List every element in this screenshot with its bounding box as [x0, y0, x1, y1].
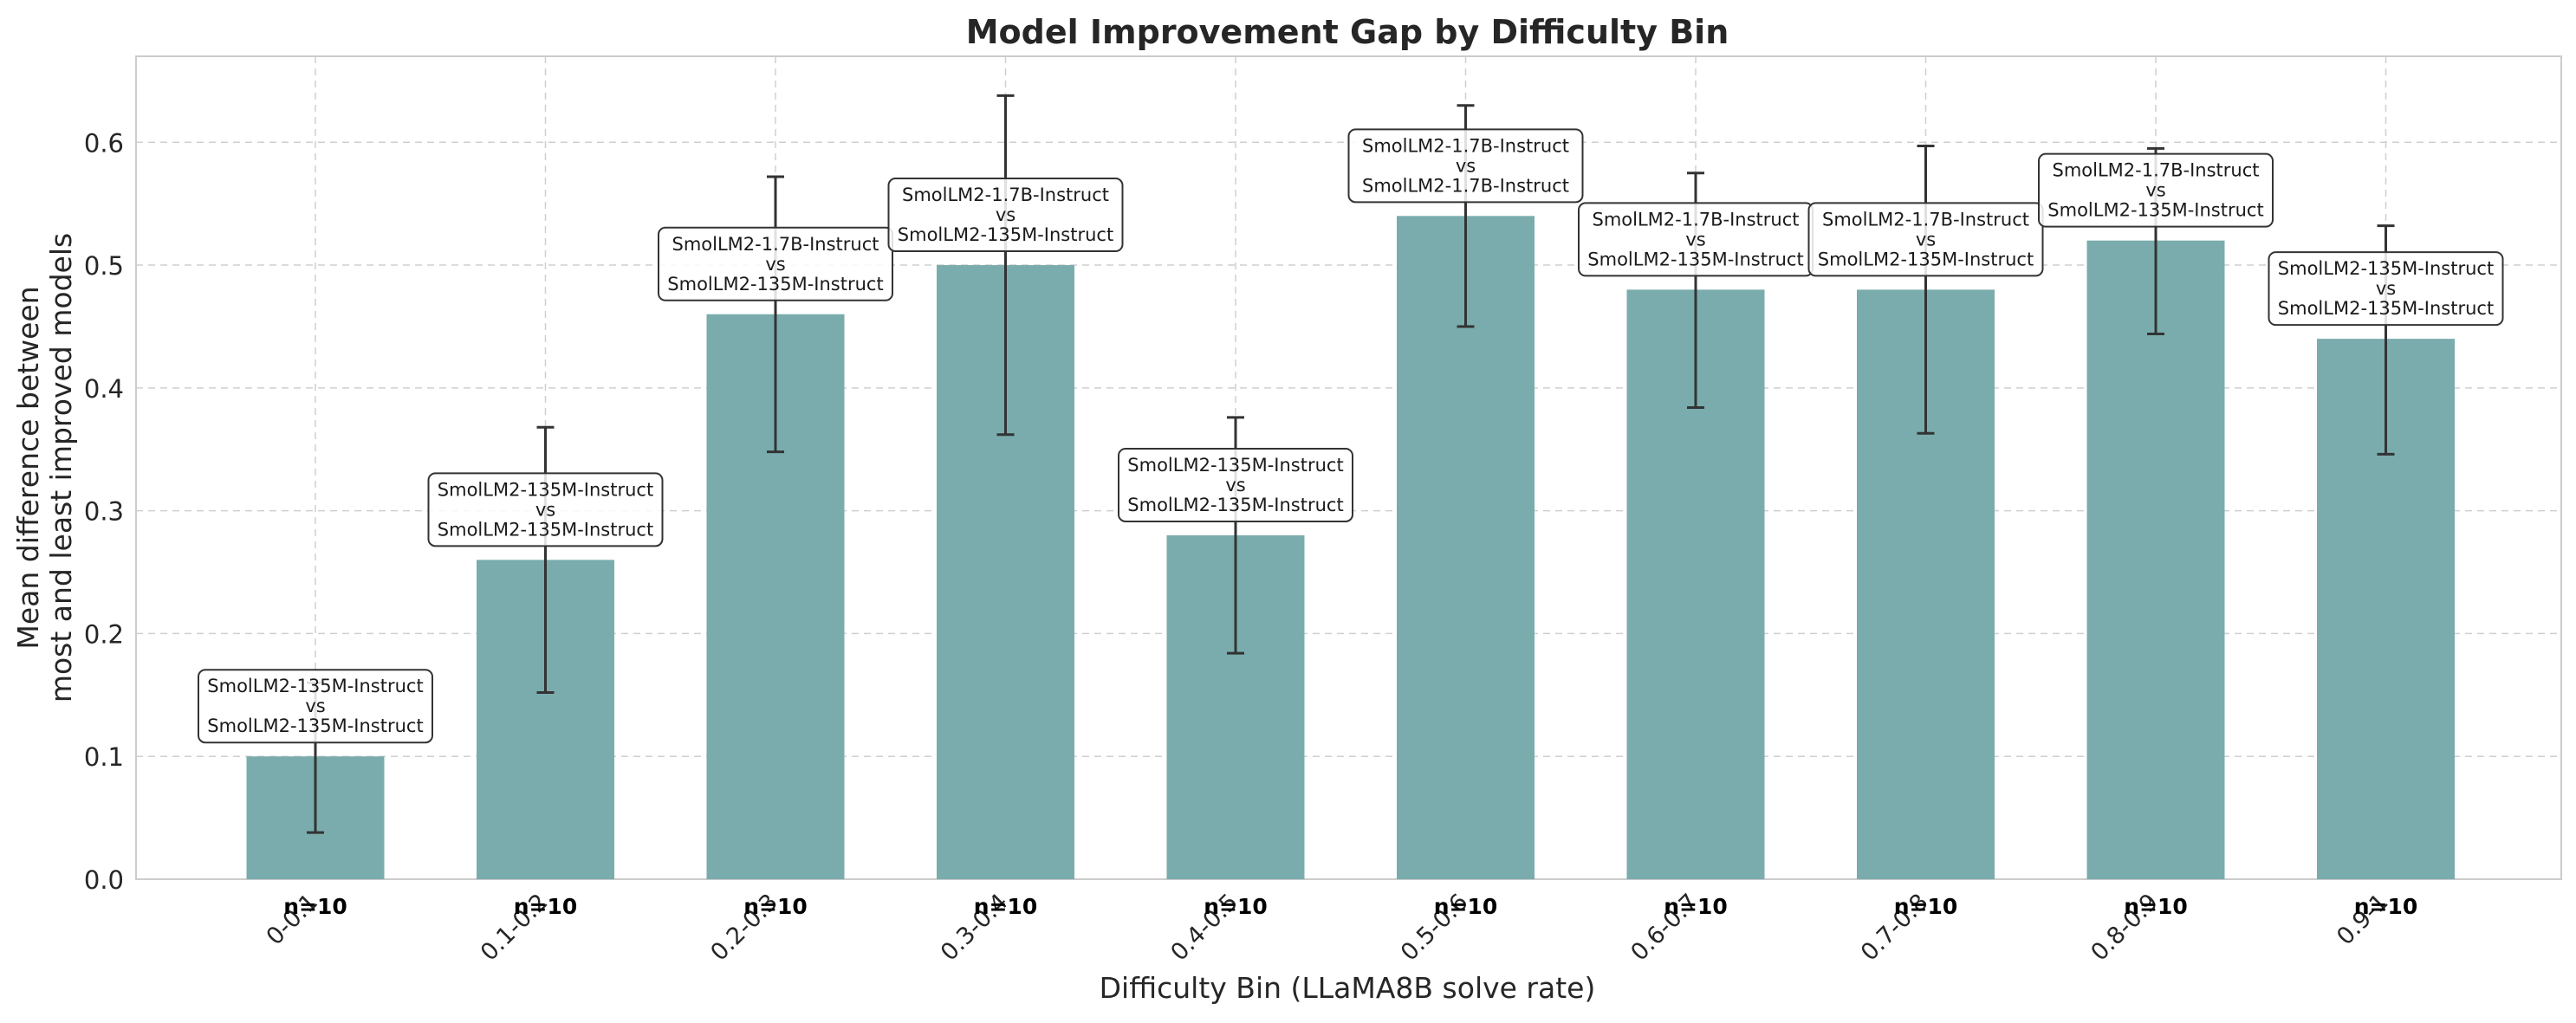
annotation-text: SmolLM2-135M-Instruct [898, 224, 1113, 245]
count-label: n=10 [1894, 894, 1958, 919]
annotation-box [2038, 152, 2274, 228]
annotation-text: vs [1225, 475, 1245, 495]
annotation-text: SmolLM2-1.7B-Instruct [672, 234, 879, 255]
count-label: n=10 [2354, 894, 2418, 919]
annotation-text: SmolLM2-135M-Instruct [207, 676, 423, 696]
chart-title: Model Improvement Gap by Difficulty Bin [966, 13, 1729, 51]
annotation-text: SmolLM2-135M-Instruct [438, 479, 653, 500]
annotation-text: SmolLM2-135M-Instruct [2278, 258, 2494, 279]
y-tick-label: 0.6 [84, 128, 124, 158]
annotation-box [2268, 251, 2504, 327]
annotation-text: vs [535, 499, 555, 520]
annotation-text: vs [1685, 229, 1705, 249]
y-axis-label-line-2: most and least improved models [44, 233, 78, 703]
count-label: n=10 [1664, 894, 1728, 919]
annotation-text: SmolLM2-1.7B-Instruct [2052, 160, 2259, 181]
annotation-text: vs [2145, 180, 2165, 201]
plot-area: 0.0 0.1 0.2 0.3 0.4 0.5 0.6 SmolLM2-135M-Instru… [11, 55, 2562, 967]
annotation-text: SmolLM2-1.7B-Instruct [1822, 209, 2029, 230]
annotation-text: SmolLM2-1.7B-Instruct [1592, 209, 1799, 230]
annotation-box [658, 226, 893, 301]
annotation-text: SmolLM2-135M-Instruct [667, 274, 883, 295]
y-tick-label: 0.5 [84, 251, 124, 281]
count-label: n=10 [514, 894, 578, 919]
count-label: n=10 [974, 894, 1038, 919]
annotation-text: vs [2376, 278, 2396, 299]
annotation-text: vs [996, 204, 1015, 225]
annotation-text: SmolLM2-135M-Instruct [438, 519, 653, 540]
bar [2086, 240, 2225, 880]
annotation-text: SmolLM2-135M-Instruct [1127, 455, 1343, 476]
annotation-text: SmolLM2-135M-Instruct [1818, 249, 2034, 269]
count-label: n=10 [2124, 894, 2188, 919]
annotation-text: SmolLM2-1.7B-Instruct [1362, 175, 1569, 196]
y-axis-label-line-1: Mean difference between [11, 286, 45, 649]
annotation-box [1347, 128, 1584, 204]
y-tick-label: 0.1 [84, 742, 124, 772]
x-axis-label: Difficulty Bin (LLaMA8B solve rate) [1100, 971, 1596, 1005]
annotation-text: vs [765, 254, 785, 275]
annotation-text: SmolLM2-135M-Instruct [2278, 298, 2494, 319]
count-label: n=10 [1434, 894, 1498, 919]
annotation-box [427, 472, 664, 547]
annotation-box [198, 669, 433, 744]
count-label: n=10 [283, 894, 347, 919]
annotation-box [1118, 447, 1353, 522]
count-label: n=10 [743, 894, 808, 919]
annotation-text: SmolLM2-135M-Instruct [2047, 200, 2263, 221]
annotation-text: SmolLM2-135M-Instruct [1587, 249, 1803, 269]
y-tick-label: 0.2 [84, 619, 124, 649]
annotation-text: SmolLM2-1.7B-Instruct [1362, 135, 1569, 156]
annotation-text: vs [305, 696, 325, 716]
y-tick-label: 0.0 [84, 865, 124, 895]
y-tick-label: 0.3 [84, 497, 124, 527]
annotation-box [887, 178, 1124, 253]
annotation-text: vs [1916, 229, 1936, 249]
plot-frame [135, 55, 2562, 880]
annotation-text: SmolLM2-135M-Instruct [1127, 495, 1343, 515]
annotation-box [1807, 202, 2044, 277]
annotation-text: SmolLM2-135M-Instruct [207, 715, 423, 736]
count-label: n=10 [1204, 894, 1268, 919]
annotation-text: vs [1456, 155, 1476, 176]
y-tick-label: 0.4 [84, 374, 124, 404]
annotation-text: SmolLM2-1.7B-Instruct [902, 185, 1109, 205]
